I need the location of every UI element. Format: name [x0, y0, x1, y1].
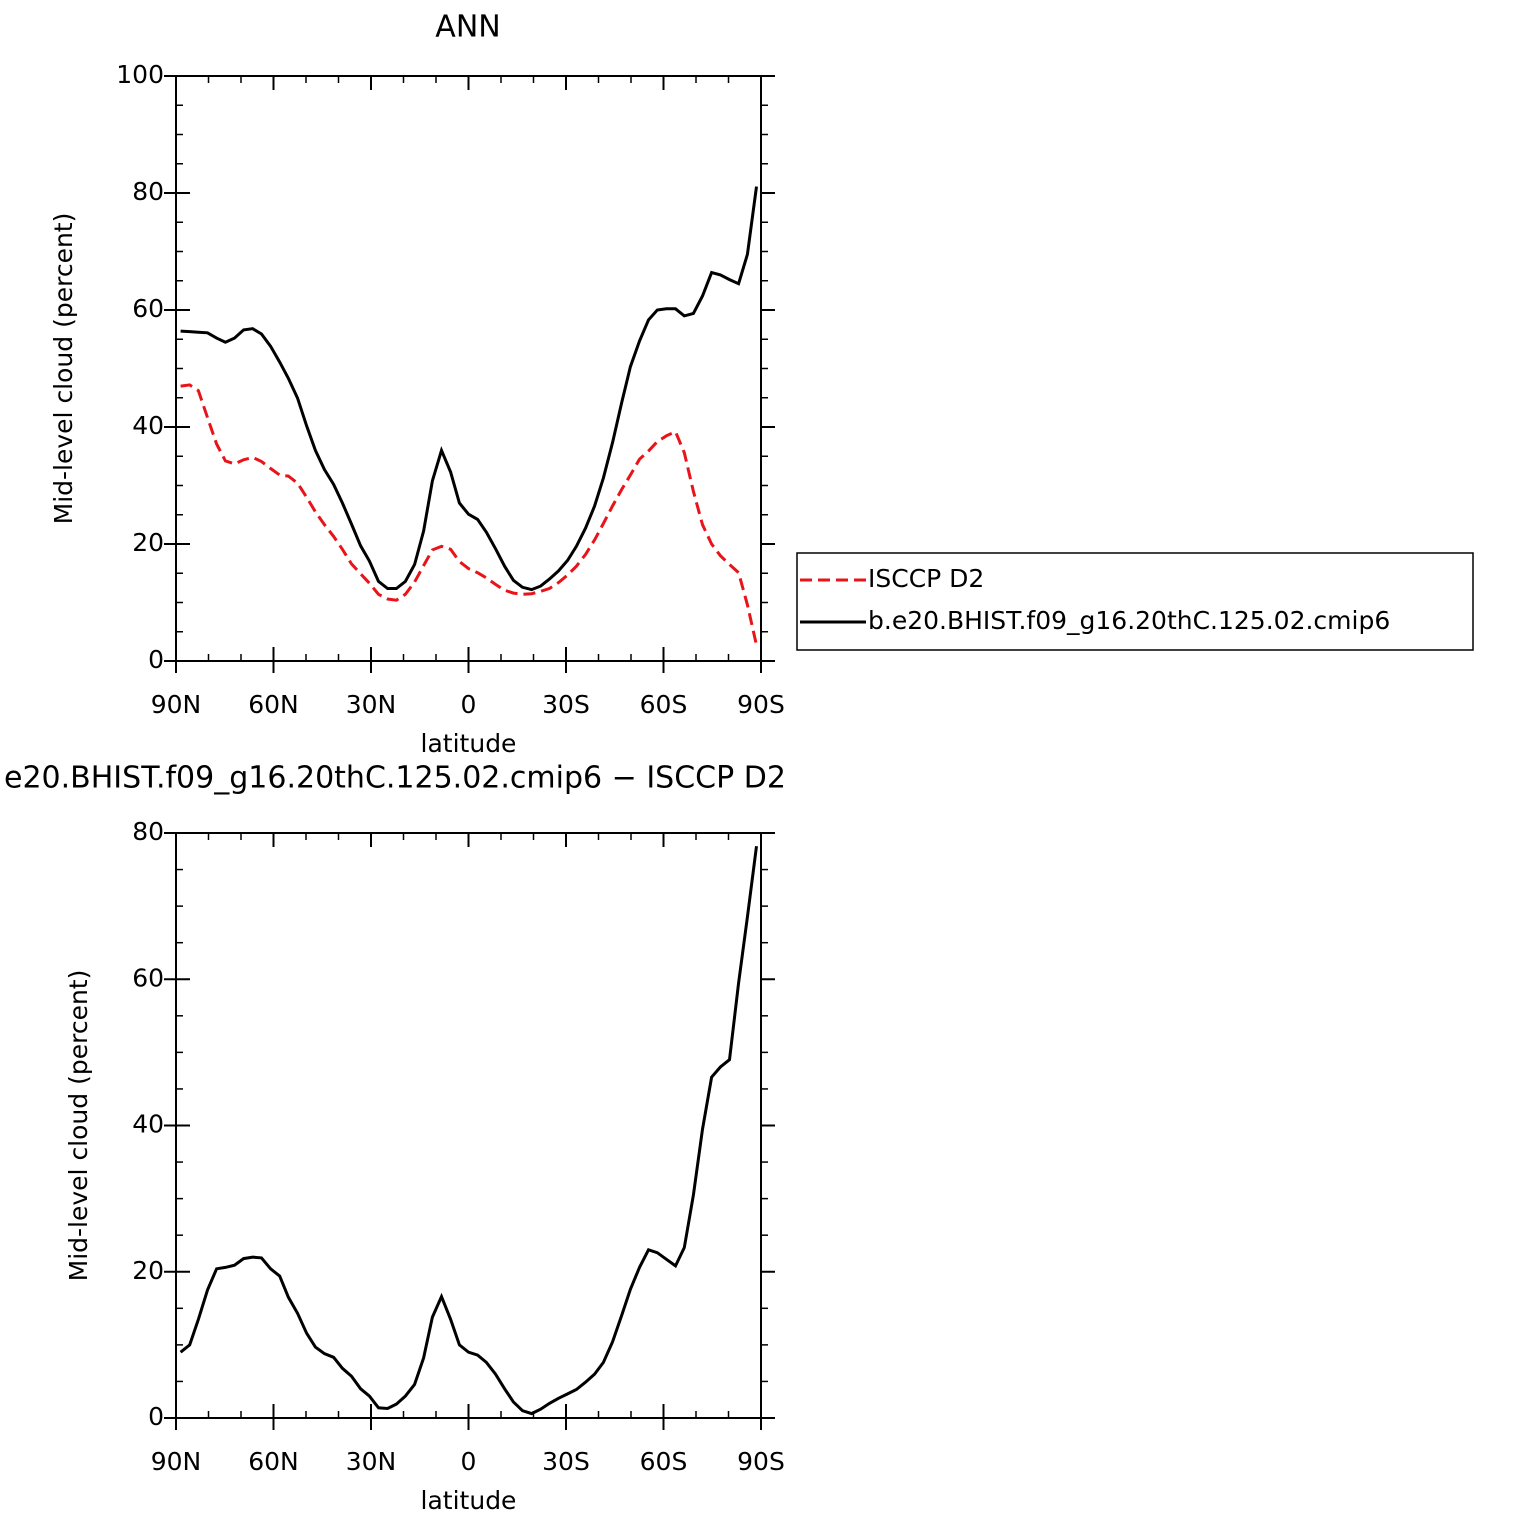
- chart-title: e20.BHIST.f09_g16.20thC.125.02.cmip6 − I…: [4, 761, 786, 796]
- data-line: [180, 383, 758, 646]
- x-tick-label: 60S: [640, 690, 688, 719]
- legend-label: ISCCP D2: [868, 564, 984, 593]
- x-tick-label: 60N: [248, 690, 299, 719]
- y-tick-label: 80: [132, 817, 164, 846]
- y-tick-label: 0: [148, 1402, 164, 1431]
- chart-title: ANN: [435, 10, 500, 45]
- x-tick-label: 90N: [151, 1447, 202, 1476]
- y-tick-label: 60: [132, 294, 164, 323]
- data-line: [179, 846, 758, 1416]
- x-tick-label: 90N: [151, 690, 202, 719]
- y-tick-label: 100: [116, 60, 164, 89]
- y-tick-label: 20: [132, 528, 164, 557]
- x-tick-label: 90S: [737, 690, 785, 719]
- plot-frame: [175, 832, 762, 1419]
- legend-label: b.e20.BHIST.f09_g16.20thC.125.02.cmip6: [868, 606, 1390, 635]
- legend-box: [796, 552, 1474, 651]
- data-line: [180, 186, 758, 592]
- plot-frame: [175, 75, 762, 662]
- x-axis-label: latitude: [421, 1486, 517, 1515]
- x-tick-label: 60N: [248, 1447, 299, 1476]
- x-tick-label: 90S: [737, 1447, 785, 1476]
- y-axis-label: Mid-level cloud (percent): [64, 970, 93, 1282]
- x-tick-label: 30N: [346, 1447, 397, 1476]
- x-tick-label: 30S: [542, 1447, 590, 1476]
- x-tick-label: 0: [461, 1447, 477, 1476]
- y-tick-label: 60: [132, 963, 164, 992]
- y-tick-label: 20: [132, 1256, 164, 1285]
- x-axis-label: latitude: [421, 729, 517, 758]
- x-tick-label: 30S: [542, 690, 590, 719]
- y-tick-label: 0: [148, 645, 164, 674]
- y-tick-label: 80: [132, 177, 164, 206]
- y-axis-label: Mid-level cloud (percent): [49, 213, 78, 525]
- x-tick-label: 60S: [640, 1447, 688, 1476]
- x-tick-label: 0: [461, 690, 477, 719]
- y-tick-label: 40: [132, 1110, 164, 1139]
- x-tick-label: 30N: [346, 690, 397, 719]
- y-tick-label: 40: [132, 411, 164, 440]
